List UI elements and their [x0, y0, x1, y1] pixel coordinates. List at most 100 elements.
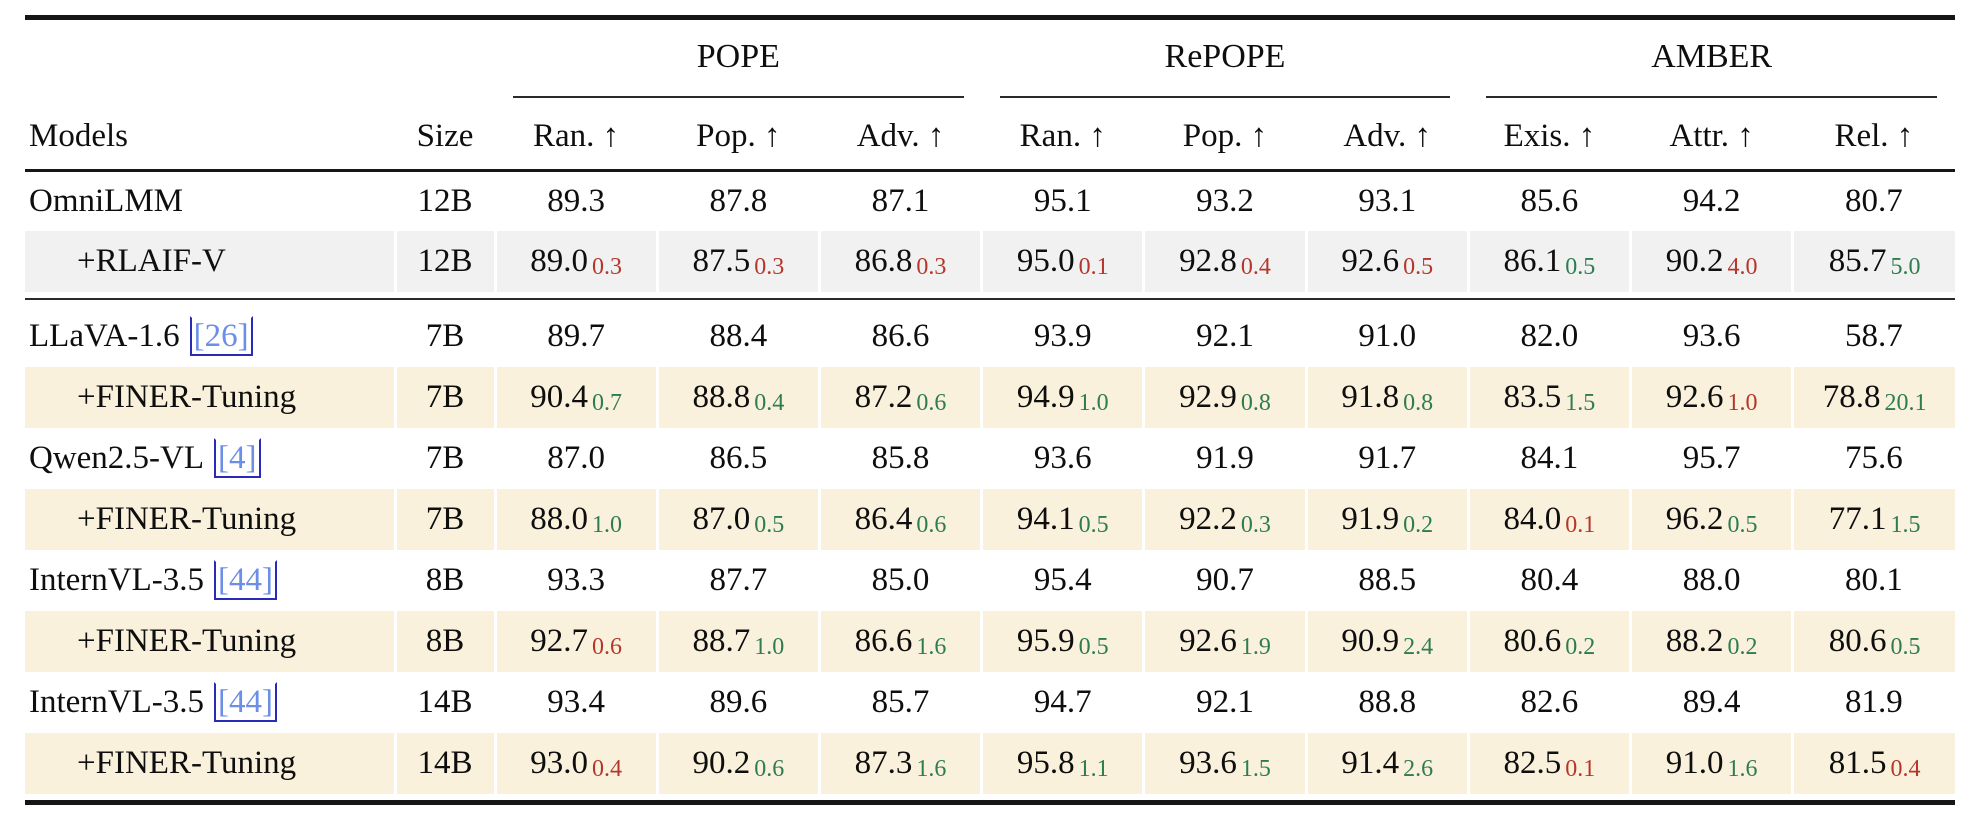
- metric-value: 95.9: [1016, 623, 1075, 659]
- citation-link[interactable]: [44]: [214, 560, 278, 600]
- metric-value: 96.2: [1665, 501, 1724, 537]
- size-cell: 8B: [425, 562, 465, 598]
- delta-value-up: 1.0: [591, 512, 622, 538]
- metric-value: 88.8: [692, 379, 751, 415]
- metric-cell: 82.0: [1468, 306, 1630, 367]
- metric-value: 87.0: [547, 440, 605, 476]
- metric-value: 81.5: [1828, 745, 1887, 781]
- metric-cell: 92.7 0.6: [493, 611, 659, 672]
- metric-cell: 92.2 0.3: [1142, 489, 1308, 550]
- metric-cell: 86.4 0.6: [817, 489, 984, 550]
- metric-value: 91.8: [1341, 379, 1400, 415]
- metric-cell: 58.7: [1793, 306, 1955, 367]
- metric-value: 95.8: [1016, 745, 1075, 781]
- group-label: POPE: [696, 38, 780, 75]
- metric-value: 94.1: [1016, 501, 1075, 537]
- metric-value: 87.5: [692, 243, 751, 279]
- metric-cell: 85.7: [819, 672, 981, 733]
- delta-value-up: 5.0: [1890, 254, 1921, 280]
- metric-value: 84.1: [1520, 440, 1579, 476]
- metric-value: 88.5: [1358, 562, 1417, 598]
- metric-cell: 95.7: [1631, 428, 1793, 489]
- metric-value: 82.6: [1520, 684, 1579, 720]
- delta-value-up: 0.8: [1240, 390, 1271, 416]
- metric-cell: 89.0 0.3: [493, 231, 659, 292]
- metric-cell: 90.2 4.0: [1629, 231, 1795, 292]
- metric-value: 89.0: [530, 243, 588, 279]
- metric-value: 95.1: [1033, 182, 1092, 219]
- metric-value: 88.2: [1665, 623, 1724, 659]
- model-name: +FINER-Tuning: [77, 623, 297, 659]
- metric-cell: 93.4: [495, 672, 657, 733]
- metric-cell: 92.8 0.4: [1142, 231, 1308, 292]
- delta-value-up: 0.5: [754, 512, 785, 538]
- metric-value: 95.7: [1682, 440, 1741, 476]
- metric-value: 88.0: [530, 501, 588, 537]
- column-header-row: Models Size Ran. ↑ Pop. ↑ Adv. ↑ Ran. ↑ Pop. ↑…: [25, 98, 1955, 170]
- metric-cell: 88.0: [1631, 550, 1793, 611]
- model-name-cell: +FINER-Tuning: [25, 367, 397, 428]
- metric-cell: 93.6: [982, 428, 1144, 489]
- metric-cell: 87.2 0.6: [817, 367, 984, 428]
- metric-cell: 91.0: [1306, 306, 1468, 367]
- metric-value: 91.7: [1358, 440, 1417, 476]
- metric-value: 93.9: [1033, 318, 1092, 354]
- size-cell: 7B: [393, 489, 497, 550]
- delta-value-up: 1.5: [1565, 390, 1596, 416]
- metric-value: 87.8: [709, 182, 768, 219]
- metric-value: 81.9: [1845, 684, 1903, 720]
- metric-value: 94.7: [1033, 684, 1092, 720]
- group-header-repope: RePOPE: [982, 20, 1469, 98]
- metric-cell: 95.0 0.1: [980, 231, 1146, 292]
- results-table: POPE RePOPE AMBER Models Size Ran. ↑ Pop. ↑ Adv…: [25, 20, 1955, 794]
- table-row: +RLAIF-V 12B 89.0 0.3 87.5 0.3 86.8 0.3 95.0 0.1 9…: [25, 231, 1955, 292]
- metric-cell: 94.7: [982, 672, 1144, 733]
- size-cell: 12B: [417, 182, 473, 219]
- metric-value: 80.7: [1845, 182, 1903, 219]
- metric-cell: 80.4: [1468, 550, 1630, 611]
- metric-cell: 92.6 1.0: [1629, 367, 1795, 428]
- metric-value: 80.4: [1520, 562, 1579, 598]
- citation-link[interactable]: [26]: [189, 316, 253, 356]
- metric-value: 88.0: [1682, 562, 1741, 598]
- metric-value: 80.1: [1845, 562, 1903, 598]
- benchmark-results-table-container: POPE RePOPE AMBER Models Size Ran. ↑ Pop. ↑ Adv…: [25, 15, 1955, 805]
- metric-value: 93.2: [1196, 182, 1254, 219]
- metric-cell: 93.0 0.4: [493, 733, 659, 794]
- delta-value-down: 0.1: [1078, 254, 1109, 280]
- metric-value: 90.7: [1196, 562, 1254, 598]
- metric-value: 83.5: [1503, 379, 1562, 415]
- metric-value: 92.9: [1179, 379, 1237, 415]
- metric-cell: 90.2 0.6: [655, 733, 821, 794]
- metric-cell: 90.4 0.7: [493, 367, 659, 428]
- metric-cell: 93.9: [982, 306, 1144, 367]
- group-header-pope: POPE: [495, 20, 982, 98]
- table-header: POPE RePOPE AMBER Models Size Ran. ↑ Pop. ↑ Adv…: [25, 20, 1955, 170]
- model-name: Qwen2.5-VL: [29, 440, 205, 476]
- metric-cell: 92.9 0.8: [1142, 367, 1308, 428]
- metric-cell: 85.6: [1468, 170, 1630, 231]
- metric-value: 92.2: [1179, 501, 1237, 537]
- metric-cell: 94.2: [1631, 170, 1793, 231]
- delta-value-up: 20.1: [1884, 390, 1927, 416]
- metric-cell: 92.6 1.9: [1142, 611, 1308, 672]
- delta-value-down: 0.3: [754, 254, 785, 280]
- metric-cell: 87.5 0.3: [655, 231, 821, 292]
- metric-value: 87.3: [854, 745, 913, 781]
- citation-link[interactable]: [4]: [214, 438, 261, 478]
- metric-cell: 86.1 0.5: [1466, 231, 1633, 292]
- citation-link[interactable]: [44]: [214, 682, 278, 722]
- metric-value: 90.4: [530, 379, 588, 415]
- delta-value-up: 1.6: [916, 756, 947, 782]
- size-cell: 7B: [425, 318, 465, 354]
- metric-cell: 89.6: [657, 672, 819, 733]
- metric-cell: 77.1 1.5: [1791, 489, 1955, 550]
- delta-value-up: 0.4: [754, 390, 785, 416]
- delta-value-up: 0.5: [1078, 512, 1109, 538]
- metric-cell: 95.4: [982, 550, 1144, 611]
- delta-value-up: 1.5: [1890, 512, 1921, 538]
- metric-cell: 87.7: [657, 550, 819, 611]
- delta-value-up: 0.8: [1403, 390, 1434, 416]
- metric-value: 90.2: [1665, 243, 1724, 279]
- col-header-pope-1: Pop. ↑: [696, 117, 781, 154]
